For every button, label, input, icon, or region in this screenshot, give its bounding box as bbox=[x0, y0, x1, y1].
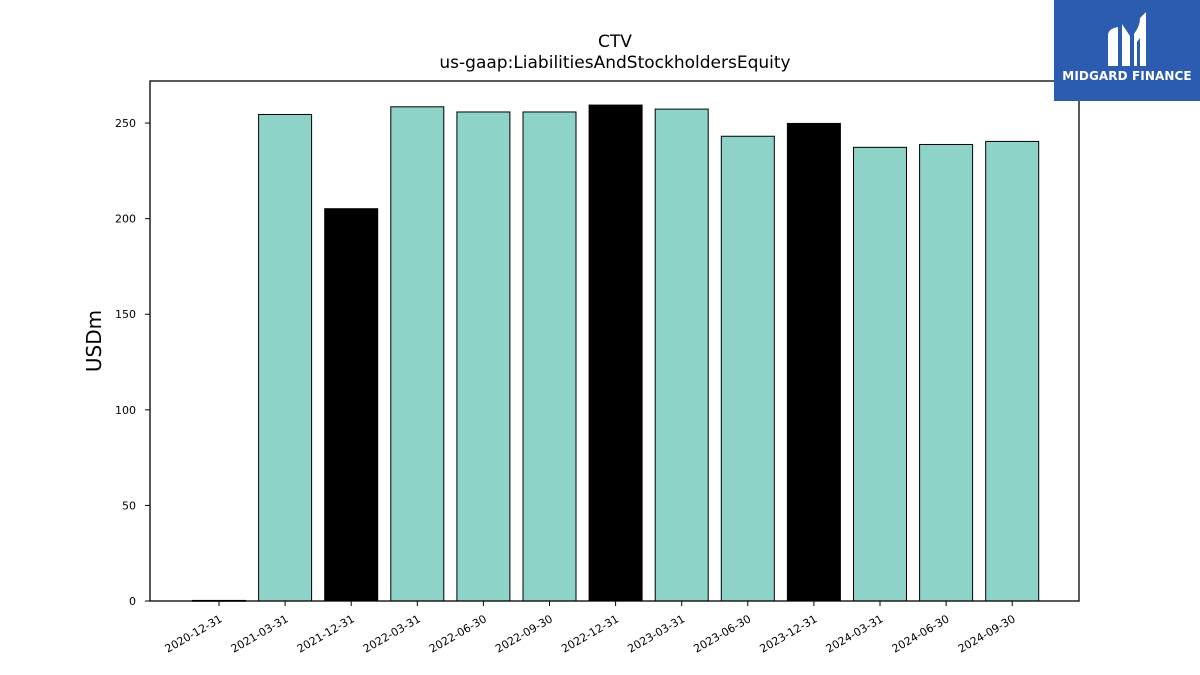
x-tick-label: 2024-09-30 bbox=[956, 612, 1018, 655]
chart-subtitle: us-gaap:LiabilitiesAndStockholdersEquity bbox=[439, 53, 791, 73]
x-tick-label: 2024-06-30 bbox=[890, 612, 952, 655]
x-tick-label: 2020-12-31 bbox=[163, 612, 225, 655]
bar-2022-06-30 bbox=[456, 111, 511, 602]
x-tick-label: 2023-12-31 bbox=[758, 612, 820, 655]
x-tick-label: 2022-06-30 bbox=[427, 612, 489, 655]
midgard-logo-icon bbox=[1108, 12, 1146, 66]
bar-2023-12-31 bbox=[786, 122, 841, 602]
x-tick-label: 2021-03-31 bbox=[229, 612, 291, 655]
plot-frame bbox=[149, 80, 1080, 602]
chart-title: CTV bbox=[598, 32, 632, 52]
bar-2021-12-31 bbox=[324, 208, 379, 602]
bar-2021-03-31 bbox=[258, 113, 313, 602]
y-tick-label: 0 bbox=[129, 595, 136, 608]
y-tick-label: 100 bbox=[115, 404, 136, 417]
x-tick-label: 2023-06-30 bbox=[691, 612, 753, 655]
bar-2024-03-31 bbox=[853, 146, 907, 602]
brand-logo: MIDGARD FINANCE bbox=[1054, 0, 1200, 101]
bar-2022-12-31 bbox=[588, 104, 643, 602]
bar-2023-03-31 bbox=[654, 108, 709, 602]
logo-text: MIDGARD FINANCE bbox=[1062, 69, 1192, 83]
y-tick-label: 50 bbox=[122, 499, 136, 512]
x-tick-label: 2024-03-31 bbox=[824, 612, 886, 655]
y-axis-label: USDm bbox=[82, 310, 106, 372]
bar-2023-06-30 bbox=[720, 135, 775, 602]
bar-2024-06-30 bbox=[919, 143, 974, 602]
bar-2022-03-31 bbox=[390, 106, 445, 602]
x-tick-label: 2022-12-31 bbox=[559, 612, 621, 655]
x-tick-label: 2023-03-31 bbox=[625, 612, 687, 655]
y-tick-label: 250 bbox=[115, 117, 136, 130]
bar-2022-09-30 bbox=[522, 111, 577, 602]
y-tick-label: 150 bbox=[115, 308, 136, 321]
x-tick-label: 2022-09-30 bbox=[493, 612, 555, 655]
y-tick-label: 200 bbox=[115, 213, 136, 226]
x-tick-label: 2022-03-31 bbox=[361, 612, 423, 655]
bar-2024-09-30 bbox=[985, 140, 1040, 602]
x-tick-label: 2021-12-31 bbox=[295, 612, 357, 655]
